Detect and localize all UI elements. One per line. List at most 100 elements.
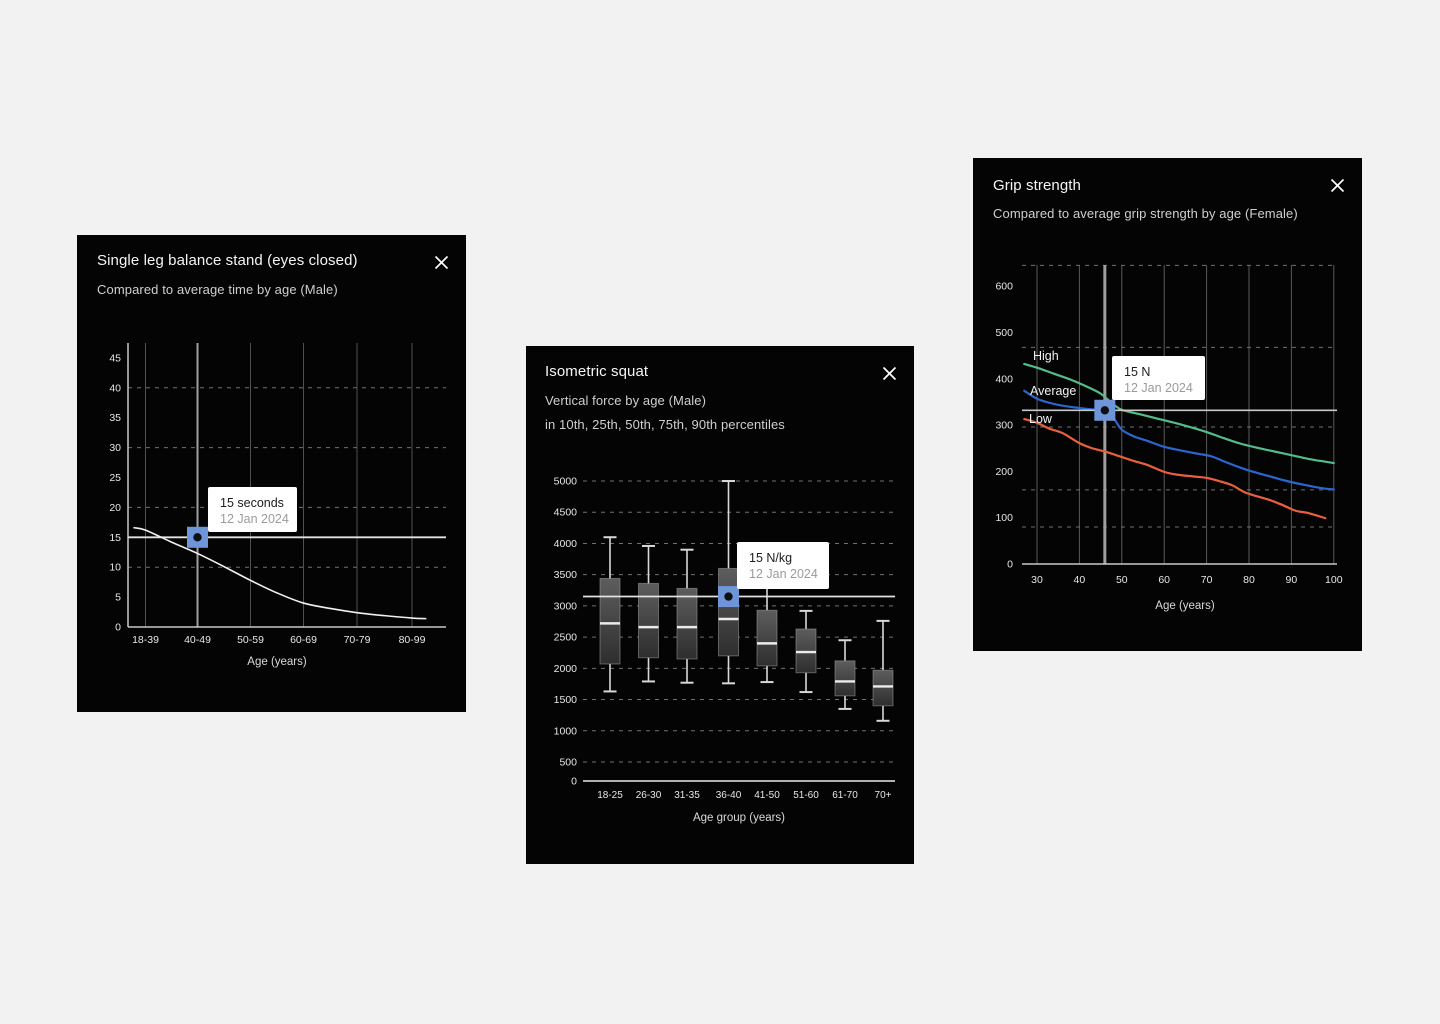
isometric-squat-card: Isometric squat Vertical force by age (M… — [526, 346, 914, 864]
iqr-box — [599, 577, 621, 665]
x-tick-label: 50-59 — [237, 634, 264, 646]
x-tick-label: 40-49 — [184, 634, 211, 646]
iqr-box — [718, 567, 739, 657]
card-title: Isometric squat — [545, 363, 649, 380]
card-title: Single leg balance stand (eyes closed) — [97, 252, 358, 269]
iqr-box — [834, 660, 856, 697]
iqr-box — [676, 587, 698, 660]
marker-dot — [1100, 406, 1110, 415]
close-icon[interactable] — [1328, 176, 1346, 194]
x-tick-label: 90 — [1286, 574, 1298, 586]
y-tick-label: 35 — [109, 412, 121, 424]
grip-line-chart: 0 100 200 300 400 500 600 30 40 50 60 70 80 90 100 Age … — [995, 264, 1343, 612]
tooltip-date: 12 Jan 2024 — [749, 567, 818, 581]
x-tick-label: 40 — [1074, 574, 1086, 586]
tooltip-date: 12 Jan 2024 — [220, 512, 289, 526]
y-tick-label: 3000 — [554, 600, 578, 612]
y-tick-label: 500 — [559, 757, 577, 769]
x-tick-label: 51-60 — [793, 790, 819, 801]
tooltip-date: 12 Jan 2024 — [1124, 381, 1193, 395]
y-tick-label: 400 — [995, 373, 1013, 385]
marker-dot — [724, 592, 733, 601]
tooltip-value: 15 N — [1124, 365, 1151, 379]
box-plot-41-50[interactable] — [756, 583, 778, 684]
y-tick-label: 1000 — [554, 725, 578, 737]
balance-line-chart: 0 5 10 15 20 25 30 35 40 45 18-39 40-49 50-59 60-69 70… — [109, 343, 446, 668]
card-subtitle: Compared to average time by age (Male) — [97, 282, 338, 297]
x-tick-label: 61-70 — [832, 790, 858, 801]
x-tick-label: 70-79 — [344, 634, 371, 646]
y-tick-label: 15 — [109, 532, 121, 544]
y-tick-label: 40 — [109, 382, 121, 394]
close-icon[interactable] — [880, 364, 898, 382]
data-point-tooltip: 15 N 12 Jan 2024 — [1112, 356, 1205, 400]
iqr-box — [872, 669, 894, 707]
close-icon[interactable] — [432, 253, 450, 271]
x-tick-label: 60-69 — [290, 634, 317, 646]
data-point-tooltip: 15 seconds 12 Jan 2024 — [208, 487, 297, 532]
tooltip-value: 15 seconds — [220, 496, 284, 510]
x-tick-label: 41-50 — [754, 790, 780, 801]
x-tick-label: 18-25 — [597, 790, 623, 801]
y-tick-label: 20 — [109, 502, 121, 514]
y-tick-label: 45 — [109, 352, 121, 364]
x-tick-label: 50 — [1116, 574, 1128, 586]
y-tick-label: 10 — [109, 562, 121, 574]
x-tick-label: 26-30 — [636, 790, 662, 801]
y-tick-label: 5000 — [554, 476, 578, 488]
y-tick-label: 2000 — [554, 663, 578, 675]
box-plot-31-35[interactable] — [676, 548, 698, 684]
y-tick-label: 0 — [1007, 559, 1013, 571]
y-tick-label: 200 — [995, 466, 1013, 478]
close-icon-glyph — [434, 255, 448, 269]
series-line-high — [1023, 362, 1335, 465]
y-tick-label: 3500 — [554, 569, 578, 581]
grip-strength-card: Grip strength Compared to average grip s… — [973, 158, 1362, 651]
card-subtitle-line2: in 10th, 25th, 50th, 75th, 90th percenti… — [545, 417, 785, 432]
series-line-low — [1023, 417, 1327, 520]
y-tick-label: 1500 — [554, 694, 578, 706]
legend-label-low: Low — [1029, 412, 1053, 426]
card-title: Grip strength — [993, 177, 1082, 194]
card-subtitle: Vertical force by age (Male) — [545, 393, 707, 408]
x-tick-label: 18-39 — [132, 634, 159, 646]
x-axis-title: Age group (years) — [693, 812, 785, 824]
box-plot-51-60[interactable] — [795, 609, 817, 694]
y-tick-label: 500 — [995, 327, 1013, 339]
iqr-box — [795, 628, 817, 674]
close-icon-glyph — [1330, 178, 1344, 192]
box-plot-26-30[interactable] — [638, 544, 659, 683]
y-tick-label: 4500 — [554, 507, 578, 519]
x-tick-label: 60 — [1158, 574, 1170, 586]
x-tick-label: 30 — [1031, 574, 1043, 586]
y-tick-label: 100 — [995, 512, 1013, 524]
average-time-line — [133, 526, 427, 620]
card-subtitle: Compared to average grip strength by age… — [993, 206, 1298, 221]
marker-dot — [193, 533, 202, 542]
data-point-tooltip: 15 N/kg 12 Jan 2024 — [737, 542, 829, 589]
box-plot-70+[interactable] — [872, 619, 894, 722]
x-tick-label: 70+ — [875, 790, 892, 801]
x-axis-title: Age (years) — [247, 656, 307, 668]
y-tick-label: 600 — [995, 281, 1013, 293]
iqr-box — [756, 609, 778, 667]
x-axis-title: Age (years) — [1155, 600, 1215, 612]
x-tick-label: 100 — [1325, 574, 1343, 586]
y-tick-label: 0 — [571, 776, 577, 788]
y-tick-label: 4000 — [554, 538, 578, 550]
squat-box-plot: 0 500 1000 1500 2000 2500 3000 3500 4000 4500 5000… — [554, 476, 895, 824]
x-tick-label: 36-40 — [716, 790, 742, 801]
box-plot-61-70[interactable] — [834, 639, 856, 710]
y-tick-label: 2500 — [554, 632, 578, 644]
y-tick-label: 300 — [995, 420, 1013, 432]
x-tick-label: 31-35 — [674, 790, 700, 801]
tooltip-value: 15 N/kg — [749, 551, 793, 565]
balance-stand-card: Single leg balance stand (eyes closed) C… — [77, 235, 466, 712]
iqr-box — [638, 582, 659, 659]
x-tick-label: 70 — [1201, 574, 1213, 586]
box-plot-18-25[interactable] — [599, 536, 621, 693]
y-tick-label: 0 — [115, 622, 121, 634]
legend-label-average: Average — [1030, 384, 1076, 398]
box-plot-36-40[interactable] — [718, 480, 739, 685]
